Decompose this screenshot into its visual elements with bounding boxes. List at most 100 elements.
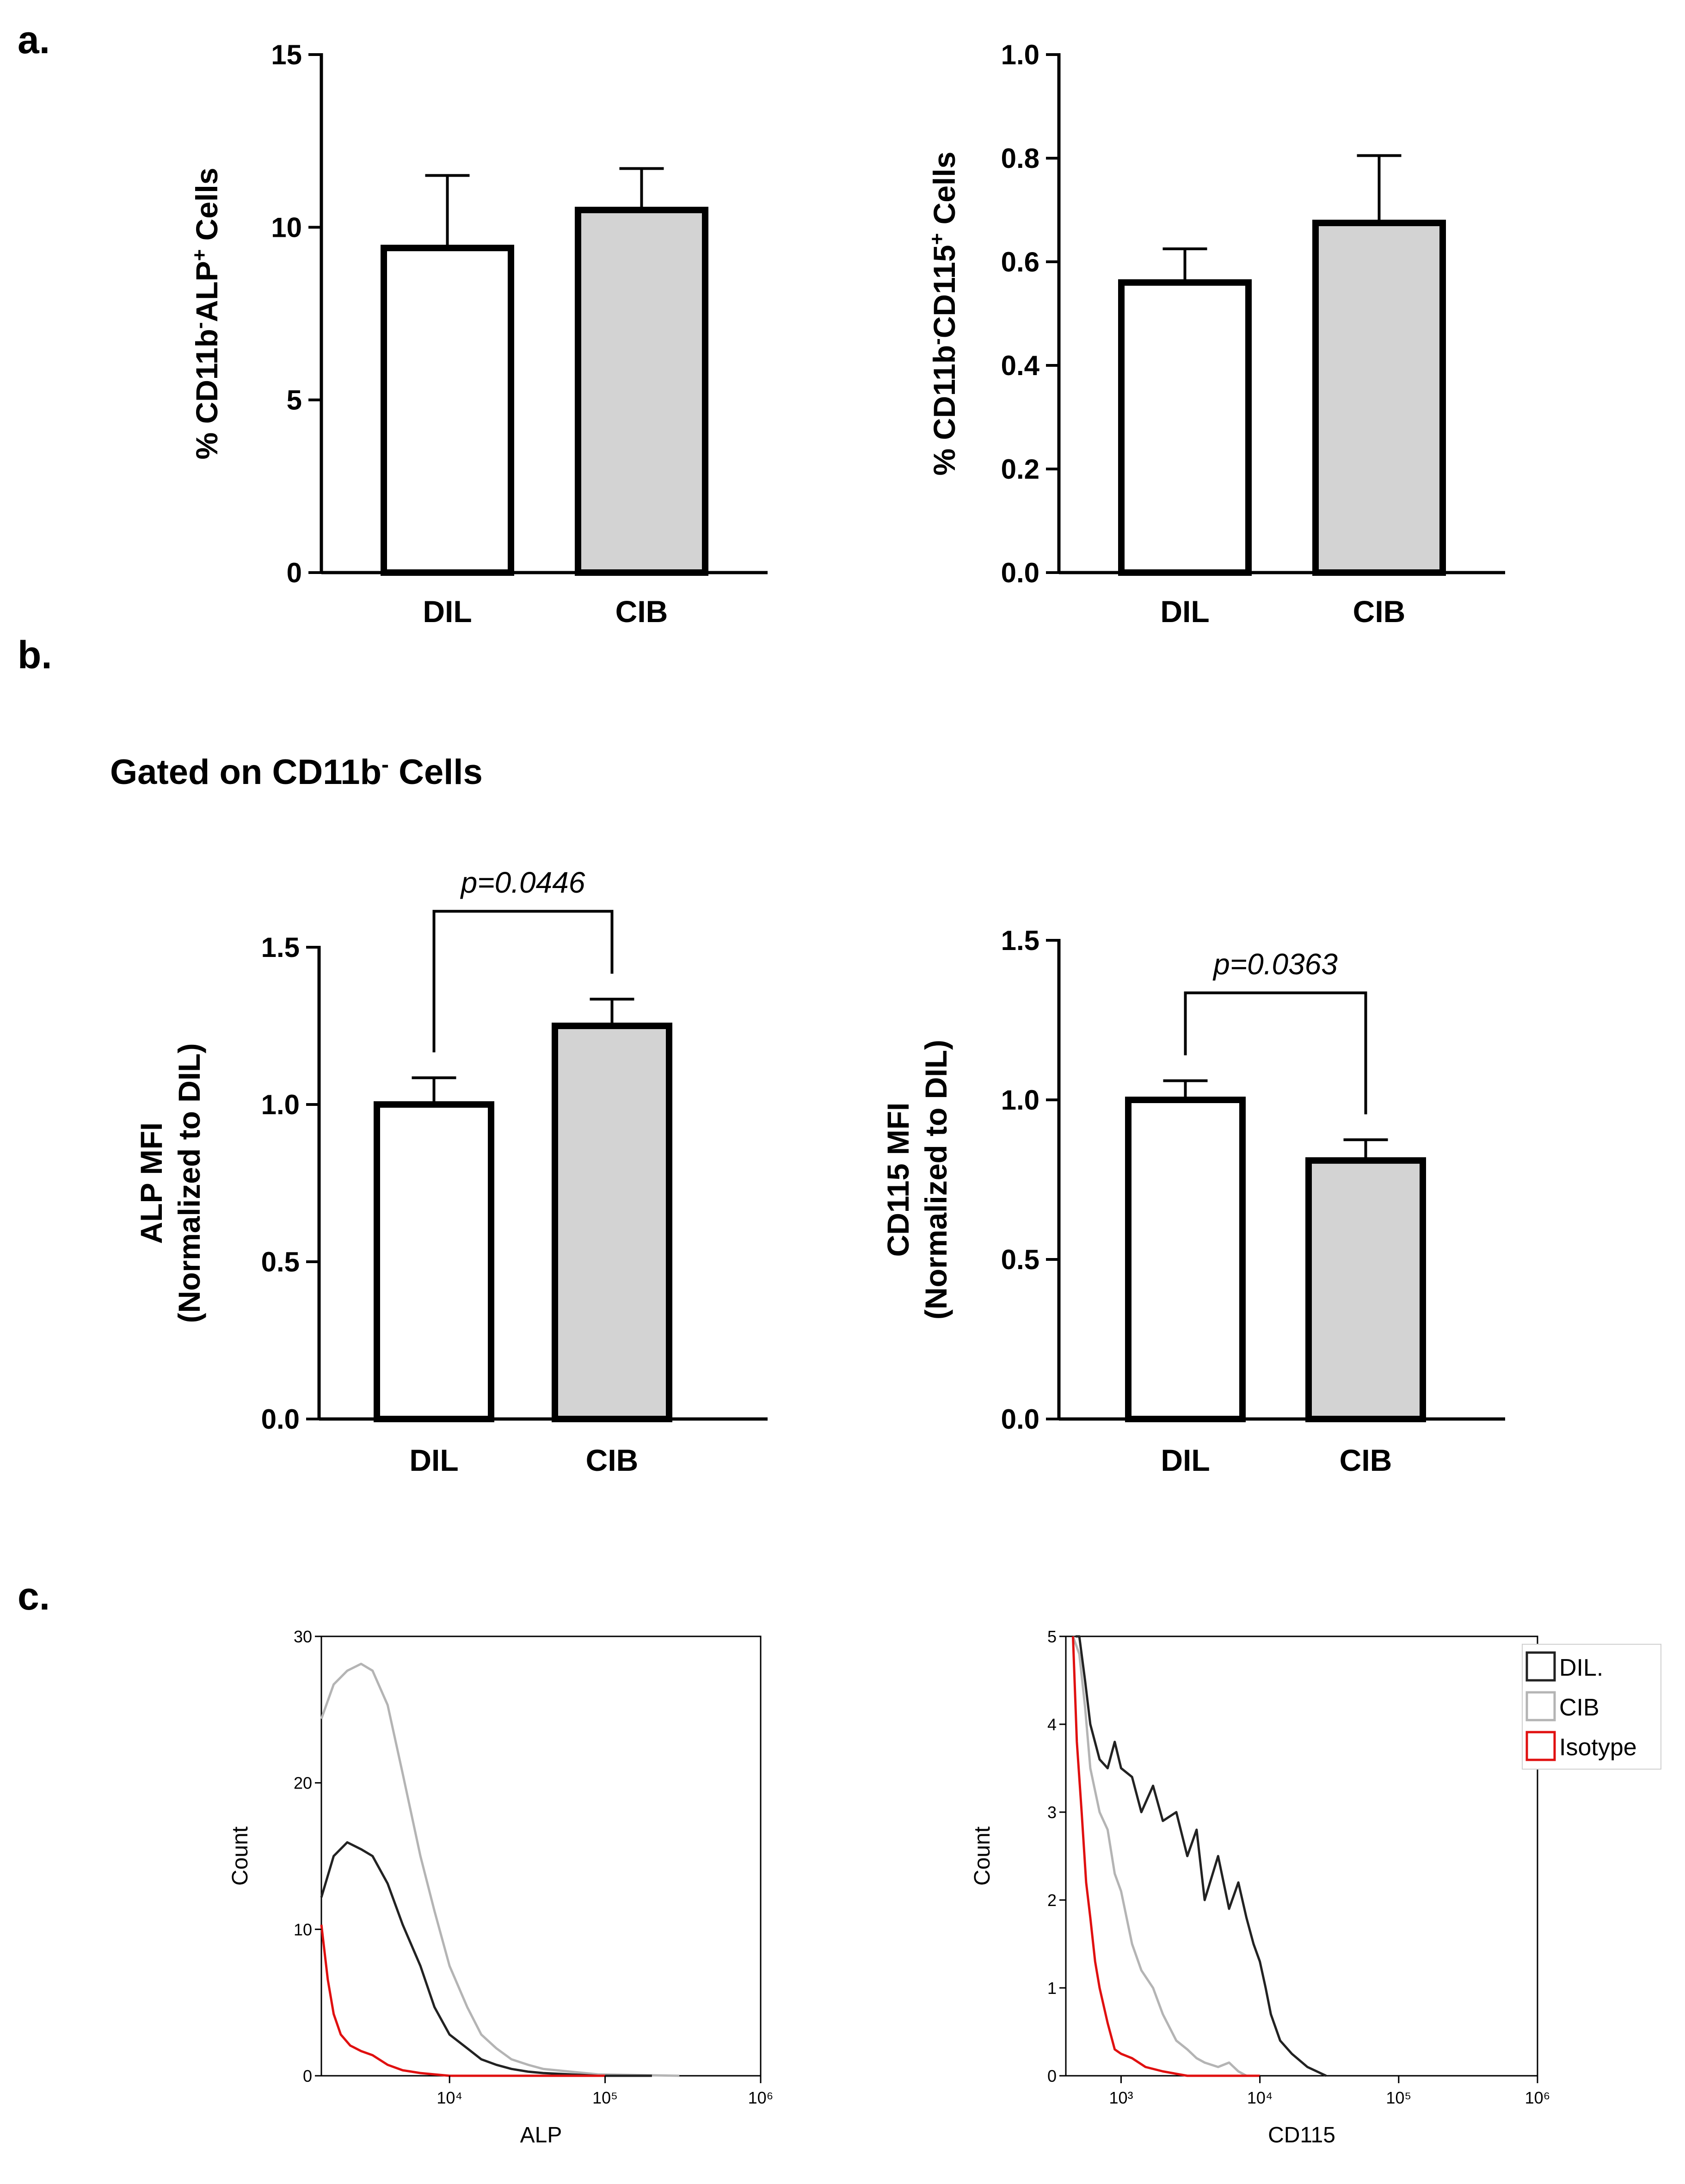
legend-label: Isotype — [1559, 1734, 1637, 1761]
category-label: DIL — [423, 594, 472, 629]
y-tick-label: 0.4 — [1001, 350, 1040, 381]
series-line-isotype — [320, 1925, 605, 2077]
y-tick-label: 1.0 — [1001, 1085, 1039, 1116]
y-tick-label: 0 — [303, 2067, 312, 2085]
subtitle-end: Cells — [389, 753, 483, 792]
legend-label: CIB — [1559, 1694, 1599, 1721]
y-tick-label: 1.0 — [261, 1089, 300, 1120]
series-line-cib — [320, 1662, 680, 2077]
chart-a1: DIL CIB 0 5 10 15 % CD11b-ALP+ Cells — [188, 39, 768, 629]
y-tick-label: 0.6 — [1001, 247, 1039, 278]
y-tick-label: 0.0 — [1001, 557, 1039, 588]
bar-cib — [1305, 1157, 1426, 1423]
y-tick-label: 1.0 — [1001, 39, 1039, 70]
y-tick-label: 20 — [294, 1774, 312, 1793]
y-axis-label-s1: - — [926, 338, 948, 345]
y-tick-label: 0.0 — [1001, 1404, 1039, 1435]
y-axis-label-s1: - — [188, 322, 211, 329]
legend: DIL. CIB Isotype — [1522, 1644, 1661, 1770]
panel-label-c: c. — [18, 1574, 50, 1618]
y-axis-label-p1: % CD11b — [190, 329, 224, 459]
panel-label-b: b. — [18, 633, 52, 677]
panel-b-subtitle: Gated on CD11b- Cells — [110, 753, 483, 792]
y-tick-label: 15 — [271, 39, 302, 70]
chart-b1: DIL CIB 0.0 0.5 1.0 1.5 ALP MFI (Normalized to … — [134, 866, 768, 1477]
x-tick-label: 10⁶ — [1525, 2088, 1550, 2107]
y-axis-label-s2: + — [188, 249, 211, 261]
y-axis-label-p2: ALP — [190, 261, 224, 322]
x-tick-label: 10⁶ — [748, 2088, 774, 2107]
category-label: CIB — [1353, 594, 1406, 629]
legend-box — [1522, 1644, 1661, 1770]
x-axis-label: ALP — [520, 2123, 562, 2147]
bar-cib — [552, 1023, 672, 1422]
series-line-dil — [1076, 1635, 1327, 2077]
category-label: DIL — [409, 1443, 458, 1477]
bar-dil — [374, 1101, 494, 1422]
bar-cib — [1312, 220, 1446, 576]
y-axis-label-line1: CD115 MFI — [881, 1103, 915, 1257]
x-axis-label: CD115 — [1268, 2123, 1335, 2147]
category-label: DIL — [1160, 594, 1209, 629]
category-label: DIL — [1161, 1443, 1210, 1477]
subtitle-main: Gated on CD11b — [110, 753, 381, 792]
subtitle-sup: - — [381, 753, 389, 777]
y-axis-label-line2: (Normalized to DIL) — [919, 1040, 953, 1320]
y-axis-label-p1: % CD11b — [927, 345, 961, 475]
y-tick-label: 5 — [1047, 1627, 1057, 1646]
bar-dil — [1125, 1097, 1246, 1422]
bar-dil — [1118, 279, 1252, 576]
y-tick-label: 2 — [1047, 1891, 1057, 1910]
plot-frame — [1065, 1635, 1538, 2077]
x-tick-label: 10³ — [1109, 2088, 1133, 2107]
y-axis-label: Count — [228, 1826, 252, 1886]
panel-label-a: a. — [18, 18, 50, 62]
y-tick-label: 10 — [271, 212, 302, 243]
y-tick-label: 1.5 — [261, 932, 300, 963]
bar-dil — [381, 245, 514, 576]
y-tick-label: 1 — [1047, 1979, 1057, 1998]
category-label: CIB — [615, 594, 668, 629]
chart-a2: DIL CIB 0.0 0.2 0.4 0.6 0.8 1.0 % CD11b-CD115+ C… — [926, 39, 1505, 629]
y-axis-label: Count — [970, 1826, 995, 1886]
y-axis-label-p2: CD115 — [927, 245, 961, 338]
series-line-isotype — [1071, 1636, 1260, 2077]
chart-c1: 0 10 20 30 10⁴ 10⁵ 10⁶ ALP Count — [228, 1627, 773, 2147]
series-line-cib — [1072, 1636, 1260, 2077]
y-tick-label: 0.8 — [1001, 143, 1039, 174]
chart-c2: 0 1 2 3 4 5 10³ 10⁴ 10⁵ 10⁶ CD115 Count — [970, 1627, 1550, 2147]
y-axis-label-line1: ALP MFI — [134, 1123, 168, 1244]
y-tick-label: 30 — [294, 1627, 312, 1646]
x-tick-label: 10⁴ — [437, 2088, 462, 2107]
y-tick-label: 4 — [1047, 1715, 1057, 1734]
legend-swatch — [1525, 1691, 1556, 1721]
chart-b2: DIL CIB 0.0 0.5 1.0 1.5 CD115 MFI (Normalized t… — [881, 925, 1505, 1477]
y-axis-label-line2: (Normalized to DIL) — [172, 1043, 206, 1323]
y-tick-label: 0.5 — [1001, 1244, 1039, 1275]
y-tick-label: 3 — [1047, 1803, 1057, 1822]
bar-cib — [575, 207, 708, 576]
legend-label: DIL. — [1559, 1654, 1603, 1681]
y-tick-label: 0.2 — [1001, 454, 1039, 485]
category-label: CIB — [586, 1443, 639, 1477]
p-value-label: p=0.0446 — [460, 866, 585, 899]
legend-swatch — [1525, 1731, 1556, 1761]
significance-bracket — [432, 910, 614, 1053]
y-axis-label: % CD11b-CD115+ Cells — [926, 152, 962, 476]
category-label: CIB — [1340, 1443, 1392, 1477]
y-axis-label-s2: + — [926, 233, 948, 245]
x-tick-label: 10⁵ — [1386, 2088, 1411, 2107]
p-value-label: p=0.0363 — [1212, 948, 1338, 981]
y-axis-label-p3: Cells — [927, 152, 961, 233]
x-tick-label: 10⁴ — [1247, 2088, 1273, 2107]
x-tick-label: 10⁵ — [592, 2088, 618, 2107]
y-axis-label: % CD11b-ALP+ Cells — [188, 168, 224, 460]
y-tick-label: 1.5 — [1001, 925, 1039, 956]
y-tick-label: 10 — [294, 1920, 312, 1939]
y-tick-label: 0.5 — [261, 1246, 300, 1277]
series-line-dil — [320, 1841, 652, 2077]
y-tick-label: 0 — [1047, 2067, 1057, 2085]
legend-swatch — [1525, 1651, 1556, 1682]
y-tick-label: 5 — [287, 385, 302, 416]
